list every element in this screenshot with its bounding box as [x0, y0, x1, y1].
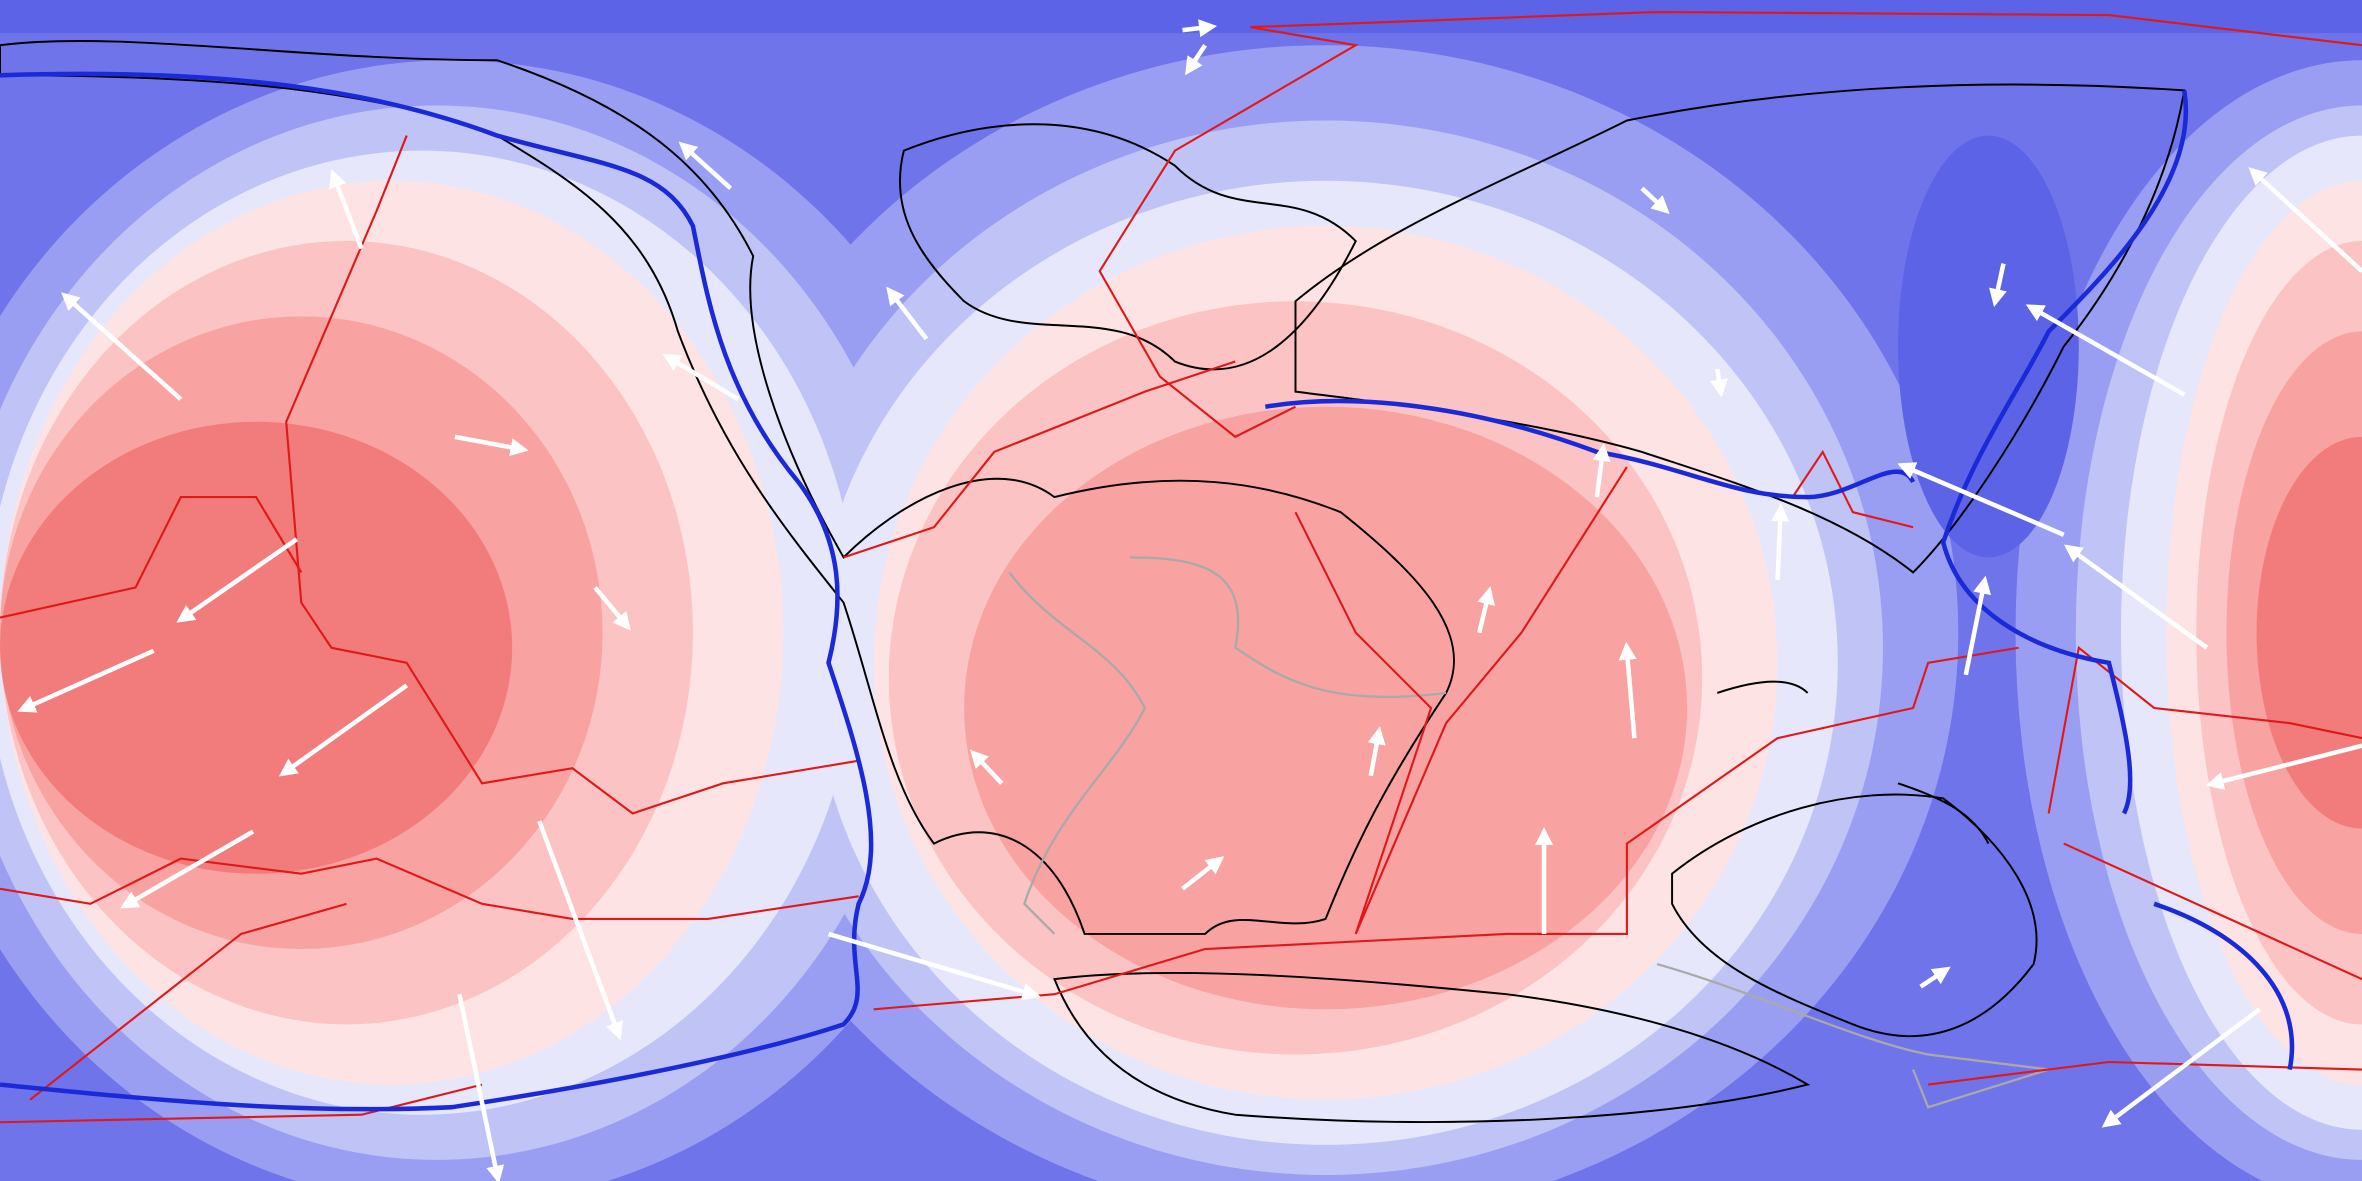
- terranes: [1008, 556, 2050, 1109]
- plate-boundaries: [0, 10, 2362, 1124]
- coastlines: [0, 40, 2186, 1123]
- subduction-zones: [0, 71, 2295, 1112]
- velocity-arrows: [17, 19, 2362, 1181]
